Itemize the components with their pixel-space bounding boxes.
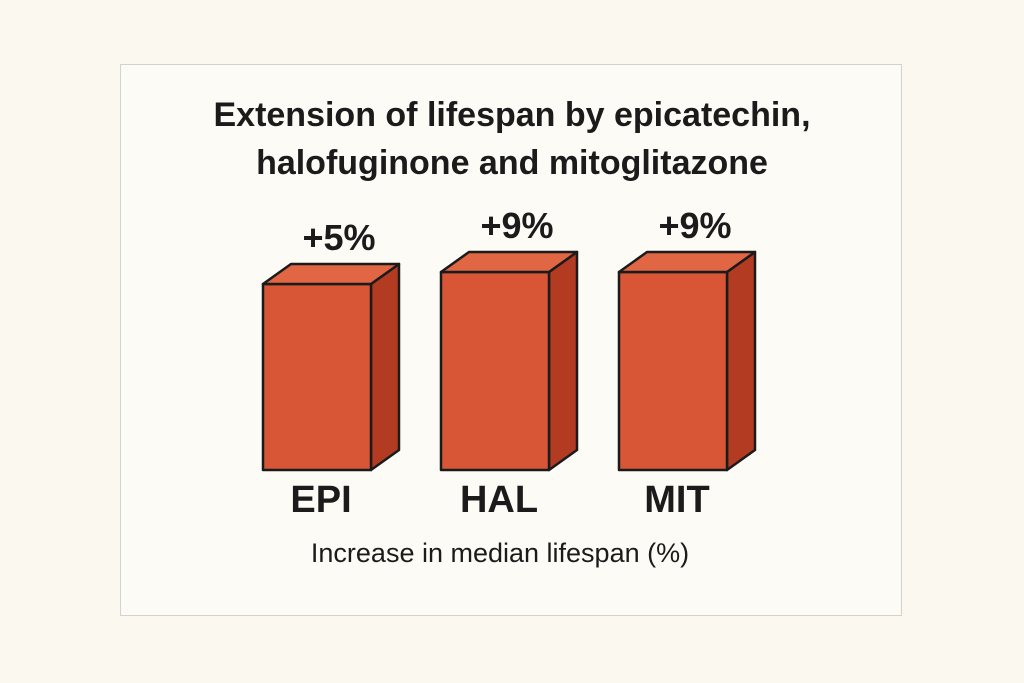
data-label-hal: +9% [480,205,553,246]
chart-title-line-2: halofuginone and mitoglitazone [256,144,768,182]
bar-front-face [439,270,551,472]
chart-title-line-1: Extension of lifespan by epicatechin, [213,96,810,134]
category-label-mit: MIT [644,479,709,521]
bar-top-face [617,250,757,274]
bar-mit [617,250,757,472]
bar-hal [439,250,579,472]
bar-epi [261,262,401,472]
x-axis-label: Increase in median lifespan (%) [311,538,689,568]
category-label-epi: EPI [290,479,351,521]
bar-side-face [547,250,579,472]
bar-side-face [725,250,757,472]
bar-top-face [261,262,401,286]
bar-front-face [617,270,729,472]
bar-front-face [261,282,373,472]
data-label-epi: +5% [302,217,375,258]
bar-side-face [369,262,401,472]
bars-group: +5% EPI +9% HAL +9% MIT [261,205,757,521]
bar-top-face [439,250,579,274]
category-label-hal: HAL [460,479,538,521]
data-label-mit: +9% [658,205,731,246]
